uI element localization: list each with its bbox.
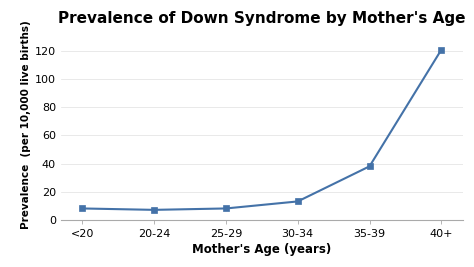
Y-axis label: Prevalence  (per 10,000 live births): Prevalence (per 10,000 live births): [20, 21, 31, 229]
X-axis label: Mother's Age (years): Mother's Age (years): [192, 243, 331, 256]
Title: Prevalence of Down Syndrome by Mother's Age: Prevalence of Down Syndrome by Mother's …: [58, 11, 465, 26]
